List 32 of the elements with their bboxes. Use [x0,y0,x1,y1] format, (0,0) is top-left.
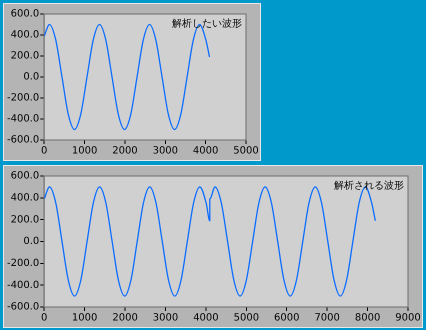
x-tick-label: 6000 [274,312,300,324]
x-tick-label: 2000 [112,146,138,157]
x-tick-label: 9000 [395,312,421,324]
y-tick-label: -600.0 [6,302,40,313]
y-tick-label: 600.0 [10,170,40,182]
y-tick-label: 400.0 [10,192,40,204]
x-tick-label: 1000 [72,312,98,324]
y-tick-label: -400.0 [6,114,40,125]
y-tick-label: -400.0 [6,280,40,291]
y-tick-label: 400.0 [10,30,40,41]
x-tick-label: 2000 [112,312,138,324]
y-tick-label: 200.0 [10,50,40,62]
x-tick-label: 0 [41,146,48,157]
x-tick-label: 8000 [354,312,380,324]
y-tick-label: 200.0 [10,214,40,226]
text: 解析される波形 [334,180,404,192]
x-tick-label: 0 [41,312,48,324]
x-tick-label: 3000 [152,312,178,324]
y-tick-label: 0.0 [23,236,40,248]
y-tick-label: -200.0 [6,258,40,269]
x-tick-label: 7000 [314,312,340,324]
x-tick-label: 5000 [234,312,260,324]
x-tick-label: 1000 [72,146,98,157]
y-tick-label: -600.0 [6,134,40,146]
y-tick-label: 600.0 [10,8,40,20]
y-tick-label: -200.0 [6,92,40,104]
y-tick-label: 0.0 [23,72,40,83]
x-tick-label: 4000 [193,312,219,324]
x-tick-label: 4000 [192,146,218,157]
text: 解析したい波形 [172,18,242,30]
x-tick-label: 5000 [233,146,259,157]
x-tick-label: 3000 [152,146,178,157]
